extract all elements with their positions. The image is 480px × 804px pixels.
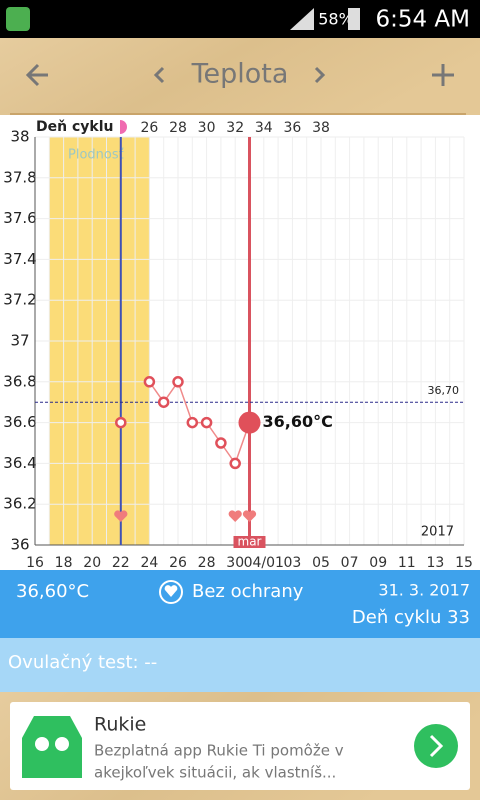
info-protection: Bez ochrany	[192, 581, 304, 602]
coverline-label: 36,70	[428, 384, 460, 397]
temperature-point	[200, 416, 213, 429]
cycle-icon	[120, 120, 127, 134]
y-tick-label: 37.8	[3, 168, 36, 186]
y-tick-label: 37.2	[3, 291, 36, 309]
cycle-tick-label: 38	[312, 120, 330, 136]
clock: 6:54 AM	[375, 7, 470, 33]
app-icon	[6, 7, 30, 31]
temperature-point	[143, 376, 156, 388]
info-date: 31. 3. 2017	[378, 581, 470, 600]
x-tick-label: 15	[455, 555, 473, 571]
year-label: 2017	[421, 525, 454, 540]
y-tick-label: 36.2	[3, 495, 36, 513]
next-button[interactable]	[314, 66, 326, 84]
x-tick-label: 07	[341, 555, 359, 571]
y-tick-label: 37.4	[3, 250, 36, 268]
x-tick-label: 26	[169, 555, 187, 571]
cycle-tick-label: 28	[169, 120, 187, 136]
cycle-tick-label: 34	[255, 120, 273, 136]
ovulation-panel	[0, 638, 480, 692]
cycle-axis-label: Deň cyklu	[36, 119, 113, 135]
battery-icon	[348, 8, 360, 30]
y-tick-label: 37.6	[3, 209, 36, 227]
fertile-label: Plodnosť	[68, 148, 124, 163]
x-tick-label: 04/01	[244, 555, 284, 571]
add-button[interactable]	[432, 64, 454, 86]
temperature-point	[157, 396, 170, 408]
divider	[10, 113, 466, 115]
cycle-tick-label: 32	[226, 120, 244, 136]
y-tick-label: 36	[10, 536, 29, 554]
y-tick-label: 38	[10, 128, 29, 146]
prev-button[interactable]	[153, 66, 165, 84]
temperature-point	[215, 437, 227, 449]
x-tick-label: 13	[426, 555, 444, 571]
temperature-point	[115, 416, 127, 429]
ad-go-button[interactable]	[414, 724, 458, 768]
intercourse-heart	[114, 510, 128, 522]
cycle-tick-label: 36	[283, 120, 301, 136]
ad-card[interactable]	[10, 702, 470, 790]
signal-icon	[290, 8, 314, 30]
info-cycle-day: Deň cyklu 33	[352, 607, 470, 628]
x-tick-label: 18	[55, 555, 73, 571]
back-button[interactable]	[25, 63, 48, 87]
temperature-point	[186, 416, 199, 429]
x-tick-label: 03	[283, 555, 301, 571]
header-title: Teplota	[191, 59, 289, 90]
ad-line: akejkoľvek situácii, ak vlastníš...	[94, 764, 336, 782]
cycle-tick-label: 30	[198, 120, 216, 136]
ad-icon	[22, 716, 82, 778]
x-tick-label: 24	[140, 555, 158, 571]
intercourse-heart	[228, 510, 242, 522]
app-header	[0, 38, 480, 116]
status-bar	[0, 0, 480, 38]
y-tick-label: 36.4	[3, 454, 36, 472]
y-tick-label: 36.8	[3, 372, 36, 390]
x-tick-label: 11	[398, 555, 416, 571]
temperature-point	[238, 411, 261, 434]
ovulation-test: Ovulačný test: --	[8, 652, 157, 673]
info-temperature: 36,60°C	[16, 581, 89, 602]
x-tick-label: 05	[312, 555, 330, 571]
heart-icon	[159, 580, 183, 604]
x-tick-label: 22	[112, 555, 130, 571]
x-tick-label: 09	[369, 555, 387, 571]
temperature-point	[172, 376, 184, 388]
month-badge	[233, 536, 266, 548]
ad-title: Rukie	[94, 714, 146, 736]
cycle-tick-label: 26	[140, 120, 158, 136]
plot: 16 18 20 22 24 26 28 30 04/01 03 05 07 09 11 13 153636.…	[3, 119, 473, 571]
temperature-point	[229, 457, 241, 470]
x-tick-label: 28	[198, 555, 216, 571]
y-tick-label: 36.6	[3, 413, 36, 431]
y-tick-label: 37	[10, 332, 29, 350]
month-label: mar	[238, 535, 262, 549]
info-panel	[0, 570, 480, 638]
ad-line: Bezplatná app Rukie Ti pomôže v	[94, 742, 344, 760]
value-label: 36,60°C	[263, 412, 333, 431]
intercourse-heart	[242, 510, 257, 522]
battery: 58%	[318, 10, 354, 29]
x-tick-label: 30	[226, 555, 244, 571]
x-tick-label: 16	[26, 555, 44, 571]
heart-glyph	[164, 585, 178, 597]
x-tick-label: 20	[83, 555, 101, 571]
